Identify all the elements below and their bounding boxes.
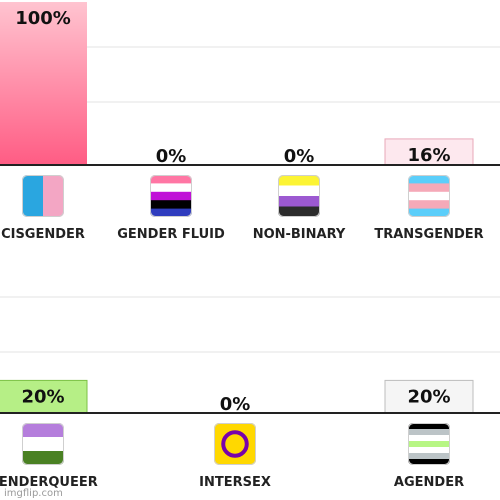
bottom-bar-chart: 20% GENDERQUEER 0% INTERSEX 20% AGENDER <box>0 296 500 490</box>
bottom-chart-panel: 20% GENDERQUEER 0% INTERSEX 20% AGENDER <box>0 250 500 500</box>
nonbinary-flag-icon <box>278 175 320 217</box>
data-label: 20% <box>21 386 64 407</box>
data-label: 0% <box>220 394 251 415</box>
genderfluid-flag-icon <box>150 175 192 217</box>
bar-cisgender <box>0 2 87 165</box>
category-label: CISGENDER <box>1 227 85 242</box>
genderqueer-flag-icon <box>22 423 64 465</box>
bar-agender <box>384 379 474 414</box>
intersex-flag-icon <box>214 423 256 465</box>
category-label: NON-BINARY <box>253 227 346 242</box>
top-chart-panel: 100% CISGENDER 0% GENDER FLUID 0% NON-BINARY 1… <box>0 2 500 242</box>
category-label: INTERSEX <box>199 475 271 490</box>
transgender-flag-icon <box>408 175 450 217</box>
data-label: 16% <box>407 145 450 166</box>
top-bar-chart: 100% CISGENDER 0% GENDER FLUID 0% NON-BINARY 1… <box>0 2 500 242</box>
data-label: 20% <box>407 386 450 407</box>
category-label: AGENDER <box>394 475 464 490</box>
category-label: GENDERQUEER <box>0 475 98 490</box>
data-label: 0% <box>156 146 187 167</box>
category-label: TRANSGENDER <box>374 227 483 242</box>
category-label: GENDER FLUID <box>117 227 225 242</box>
watermark-text: imgflip.com <box>4 488 63 499</box>
data-label: 0% <box>284 146 315 167</box>
bar-genderqueer <box>0 379 88 414</box>
cisgender-flag-icon <box>22 175 64 217</box>
agender-flag-icon <box>408 423 450 465</box>
data-label: 100% <box>15 8 71 29</box>
